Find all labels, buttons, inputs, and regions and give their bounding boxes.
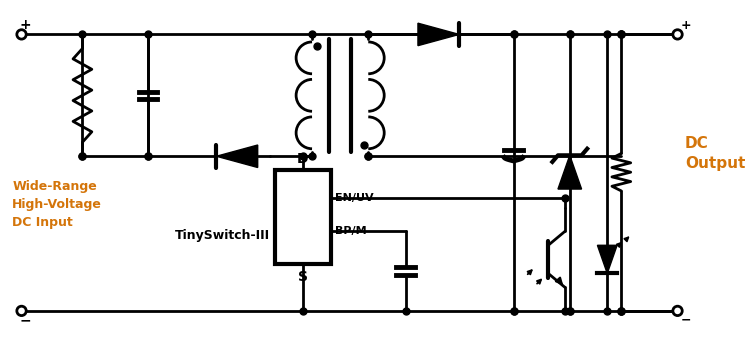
Polygon shape: [217, 145, 258, 168]
Text: +: +: [680, 19, 691, 32]
Text: DC
Output: DC Output: [685, 136, 746, 171]
Polygon shape: [598, 245, 617, 273]
Text: −: −: [680, 314, 691, 327]
Circle shape: [16, 306, 26, 316]
Text: EN/UV: EN/UV: [335, 194, 374, 203]
Circle shape: [16, 30, 26, 39]
Text: BP/M: BP/M: [335, 226, 367, 236]
Text: TinySwitch-III: TinySwitch-III: [175, 229, 270, 243]
Circle shape: [673, 306, 682, 316]
Text: +: +: [20, 18, 32, 32]
Circle shape: [673, 30, 682, 39]
Bar: [274, 170, 331, 264]
Text: −: −: [20, 314, 32, 328]
Polygon shape: [418, 23, 459, 46]
Text: Wide-Range
High-Voltage
DC Input: Wide-Range High-Voltage DC Input: [12, 180, 102, 229]
Text: S: S: [298, 270, 307, 284]
Polygon shape: [558, 155, 581, 189]
Text: D: D: [297, 152, 308, 166]
